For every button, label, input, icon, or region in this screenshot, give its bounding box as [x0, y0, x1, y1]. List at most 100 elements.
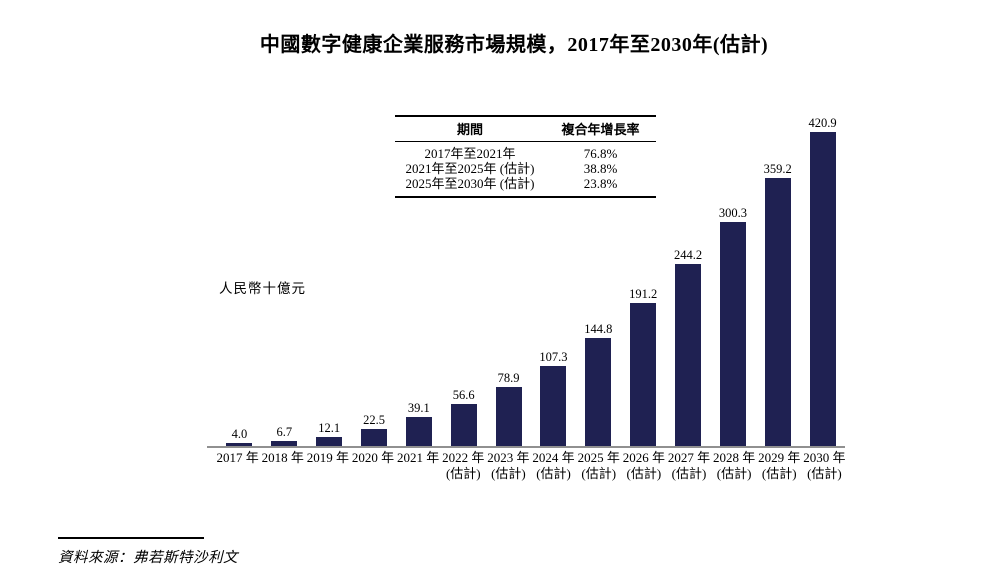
x-tick-year: 2030 年 — [803, 450, 846, 465]
bar-value-label: 359.2 — [763, 162, 792, 176]
x-tick-label: 2017 年 — [215, 450, 260, 482]
bar-column: 6.7 — [262, 425, 307, 446]
table-row: 2017年至2021年 76.8% — [395, 146, 656, 161]
bar — [764, 178, 791, 446]
x-axis-labels: 2017 年 2018 年 2019 年 2020 年 2021 年 2022 年 (估計)… — [215, 450, 847, 482]
x-tick-estimate-suffix: (估計) — [716, 466, 752, 481]
bar-value-label: 107.3 — [539, 350, 568, 364]
table-row: 2025年至2030年 (估計) 23.8% — [395, 176, 656, 191]
bar-value-label: 244.2 — [673, 247, 703, 262]
bar-value-label: 6.7 — [276, 425, 293, 439]
cagr-table-body: 2017年至2021年 76.8% 2021年至2025年 (估計) 38.8%… — [395, 142, 656, 196]
x-tick-label: 2019 年 — [305, 450, 350, 482]
bar — [585, 338, 612, 446]
x-tick-year: 2025 年 — [577, 450, 620, 465]
bar-column: 107.3 — [531, 350, 576, 446]
x-tick-label: 2020 年 — [350, 450, 395, 482]
bar-value-label: 22.5 — [363, 413, 385, 428]
bar-value-label: 191.2 — [629, 287, 658, 302]
y-axis-unit-label: 人民幣十億元 — [219, 281, 306, 296]
x-tick-year: 2029 年 — [758, 450, 801, 465]
x-tick-year: 2028 年 — [712, 450, 756, 465]
cagr-period-cell: 2017年至2021年 — [424, 146, 516, 161]
bar-column: 4.0 — [217, 427, 262, 446]
bar-column: 12.1 — [307, 421, 352, 446]
footnote-divider — [58, 537, 204, 539]
bar — [316, 437, 343, 446]
bar-value-label: 56.6 — [452, 387, 475, 402]
x-tick-year: 2022 年 — [442, 450, 485, 465]
bar — [719, 222, 746, 446]
table-row: 2021年至2025年 (估計) 38.8% — [395, 161, 656, 176]
x-tick-year: 2024 年 — [532, 450, 575, 465]
x-tick-label: 2023 年 (估計) — [486, 450, 531, 482]
bar-chart: 4.0 6.7 12.1 22.5 39.1 56.6 78.9 107.3 144.8 191.… — [217, 108, 845, 446]
bar-value-label: 12.1 — [318, 421, 341, 435]
x-tick-estimate-suffix: (估計) — [491, 466, 526, 481]
cagr-period-cell: 2025年至2030年 (估計) — [405, 176, 535, 191]
bar-column: 144.8 — [576, 322, 621, 446]
bar-value-label: 420.9 — [808, 116, 837, 130]
x-tick-estimate-suffix: (估計) — [536, 466, 571, 481]
bar-column: 56.6 — [441, 388, 486, 446]
x-tick-year: 2017 年 — [216, 450, 259, 465]
x-tick-label: 2025 年 (估計) — [576, 450, 621, 482]
cagr-period-cell: 2021年至2025年 (估計) — [405, 161, 535, 176]
cagr-table: 期間 複合年增長率 2017年至2021年 76.8% 2021年至2025年 … — [395, 115, 656, 198]
cagr-rate-cell: 38.8% — [583, 161, 618, 176]
cagr-header-rate: 複合年增長率 — [561, 122, 640, 137]
x-tick-label: 2029 年 (估計) — [757, 450, 802, 482]
bar — [495, 387, 522, 446]
x-tick-estimate-suffix: (估計) — [445, 466, 481, 481]
x-tick-year: 2019 年 — [306, 450, 349, 465]
bar — [361, 429, 387, 446]
cagr-rate-cell: 23.8% — [583, 176, 618, 191]
x-tick-label: 2027 年 (估計) — [666, 450, 711, 482]
bar-value-label: 300.3 — [718, 206, 747, 220]
bar-column: 22.5 — [352, 413, 397, 446]
x-tick-label: 2021 年 — [396, 450, 441, 482]
bar-column: 420.9 — [800, 116, 845, 446]
bar — [271, 441, 298, 446]
bar-column: 39.1 — [396, 401, 441, 446]
bar — [450, 403, 477, 446]
x-tick-year: 2023 年 — [487, 450, 530, 465]
x-tick-estimate-suffix: (估計) — [807, 466, 842, 481]
page-title: 中國數字健康企業服務市場規模，2017年至2030年(估計) — [259, 34, 769, 56]
x-tick-label: 2028 年 (估計) — [712, 450, 757, 482]
bar — [226, 443, 253, 446]
x-tick-label: 2024 年 (估計) — [531, 450, 576, 482]
cagr-header-period: 期間 — [456, 122, 483, 137]
x-tick-label: 2026 年 (估計) — [621, 450, 666, 482]
bar — [809, 132, 836, 446]
x-tick-estimate-suffix: (估計) — [626, 466, 662, 481]
cagr-table-header-row: 期間 複合年增長率 — [395, 117, 656, 142]
x-tick-label: 2030 年 (估計) — [802, 450, 847, 482]
bar-column: 78.9 — [486, 371, 531, 446]
source-note: 資料來源：弗若斯特沙利文 — [58, 550, 238, 566]
x-tick-year: 2020 年 — [351, 450, 395, 465]
bar — [630, 303, 657, 446]
bar-value-label: 78.9 — [497, 371, 520, 386]
x-tick-year: 2018 年 — [261, 450, 304, 465]
x-tick-label: 2018 年 — [260, 450, 305, 482]
cagr-rate-cell: 76.8% — [583, 146, 618, 161]
bar-value-label: 144.8 — [584, 322, 613, 336]
bar-column: 300.3 — [710, 206, 755, 446]
x-tick-year: 2021 年 — [397, 450, 440, 465]
bar-column: 191.2 — [621, 287, 666, 446]
bar-column: 359.2 — [755, 162, 800, 446]
bar-value-label: 39.1 — [407, 400, 430, 415]
bar — [675, 263, 702, 446]
x-tick-label: 2022 年 (估計) — [441, 450, 486, 482]
bar-column: 244.2 — [666, 248, 711, 446]
x-axis-line — [207, 446, 845, 448]
bar — [405, 416, 432, 446]
x-tick-year: 2027 年 — [667, 450, 711, 465]
x-tick-estimate-suffix: (估計) — [671, 466, 707, 481]
x-tick-estimate-suffix: (估計) — [581, 466, 617, 481]
x-tick-year: 2026 年 — [622, 450, 665, 465]
x-tick-estimate-suffix: (估計) — [761, 466, 797, 481]
bar — [540, 366, 567, 446]
bar-value-label: 4.0 — [231, 427, 248, 441]
